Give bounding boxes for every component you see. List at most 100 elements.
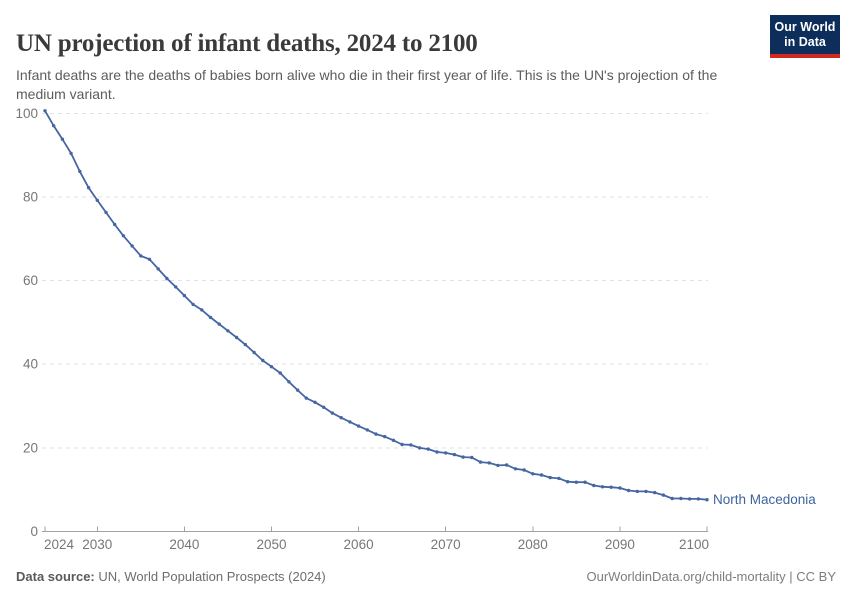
data-point[interactable] <box>487 461 491 465</box>
y-tick-label: 80 <box>23 189 38 204</box>
data-point[interactable] <box>278 371 282 375</box>
data-point[interactable] <box>513 467 518 471</box>
chart-title: UN projection of infant deaths, 2024 to … <box>16 29 478 57</box>
data-point[interactable] <box>435 450 439 454</box>
data-point[interactable] <box>86 186 91 190</box>
data-point[interactable] <box>365 428 369 432</box>
data-point[interactable] <box>191 302 195 307</box>
data-point[interactable] <box>287 380 291 384</box>
data-point[interactable] <box>696 497 700 501</box>
data-point[interactable] <box>330 411 335 415</box>
data-point[interactable] <box>505 463 509 467</box>
data-point[interactable] <box>461 455 465 459</box>
owid-logo[interactable]: Our World in Data <box>770 15 840 58</box>
x-tick-label: 2050 <box>256 537 286 552</box>
trend-line[interactable] <box>44 109 708 501</box>
data-point[interactable] <box>139 254 143 258</box>
data-point[interactable] <box>226 329 230 333</box>
data-point[interactable] <box>269 365 274 369</box>
chart-subtitle: Infant deaths are the deaths of babies b… <box>16 67 718 103</box>
data-point[interactable] <box>687 497 692 501</box>
owid-logo-line1: Our World <box>774 20 836 34</box>
data-point[interactable] <box>43 109 47 113</box>
data-point[interactable] <box>417 446 422 450</box>
data-point[interactable] <box>565 480 570 484</box>
data-point[interactable] <box>557 476 561 481</box>
data-point[interactable] <box>670 496 674 501</box>
data-point[interactable] <box>470 455 474 460</box>
data-source-label: Data source: <box>16 569 95 584</box>
data-point[interactable] <box>348 420 352 424</box>
data-point[interactable] <box>600 485 605 489</box>
data-point[interactable] <box>644 489 648 494</box>
x-tick-label: 2060 <box>344 537 374 552</box>
data-point[interactable] <box>322 405 326 409</box>
data-point[interactable] <box>609 485 613 489</box>
data-point[interactable] <box>95 198 100 202</box>
data-point[interactable] <box>243 342 247 347</box>
data-point[interactable] <box>130 244 134 248</box>
data-point[interactable] <box>478 460 483 464</box>
data-point[interactable] <box>409 443 413 447</box>
data-point[interactable] <box>592 483 596 488</box>
owid-logo-line2: in Data <box>784 35 826 49</box>
data-point[interactable] <box>626 488 631 493</box>
entity-label[interactable]: North Macedonia <box>713 492 816 507</box>
data-point[interactable] <box>295 388 300 392</box>
data-point[interactable] <box>234 335 239 340</box>
y-tick-label: 60 <box>23 273 38 288</box>
y-tick-label: 100 <box>15 106 38 121</box>
data-point[interactable] <box>661 493 666 497</box>
data-point[interactable] <box>548 475 552 480</box>
data-point[interactable] <box>356 424 361 428</box>
data-point[interactable] <box>104 210 108 215</box>
data-point[interactable] <box>400 442 404 447</box>
data-point[interactable] <box>121 234 126 238</box>
data-point[interactable] <box>618 486 622 490</box>
y-tick-label: 0 <box>30 524 38 539</box>
x-tick-label: 2040 <box>169 537 199 552</box>
data-point[interactable] <box>69 151 73 156</box>
data-point[interactable] <box>583 480 587 484</box>
data-point[interactable] <box>261 358 265 363</box>
data-point[interactable] <box>574 480 578 484</box>
x-tick-label: 2100 <box>679 537 709 552</box>
data-point[interactable] <box>496 463 500 468</box>
data-point[interactable] <box>531 472 535 476</box>
data-point[interactable] <box>165 276 169 281</box>
x-tick-label: 2090 <box>605 537 635 552</box>
data-point[interactable] <box>339 416 343 420</box>
data-point[interactable] <box>147 257 152 261</box>
data-point[interactable] <box>539 473 544 477</box>
x-tick-label: 2070 <box>431 537 461 552</box>
data-point[interactable] <box>52 124 56 128</box>
data-point[interactable] <box>217 322 221 326</box>
data-point[interactable] <box>522 468 526 472</box>
data-point[interactable] <box>444 451 448 455</box>
y-tick-label: 20 <box>23 440 38 455</box>
data-point[interactable] <box>391 438 396 442</box>
data-point[interactable] <box>200 308 204 312</box>
data-point[interactable] <box>252 350 256 355</box>
data-point[interactable] <box>313 400 317 404</box>
data-point[interactable] <box>78 169 82 174</box>
data-point[interactable] <box>705 498 709 502</box>
data-point[interactable] <box>374 432 378 436</box>
data-point[interactable] <box>60 137 65 141</box>
data-point[interactable] <box>113 222 117 227</box>
data-point[interactable] <box>635 489 639 494</box>
license-link[interactable]: OurWorldinData.org/child-mortality | CC … <box>586 569 837 584</box>
data-point[interactable] <box>452 452 457 457</box>
data-point[interactable] <box>679 496 683 501</box>
x-tick-label: 2024 <box>44 537 75 552</box>
data-point[interactable] <box>426 447 430 451</box>
data-point[interactable] <box>304 396 308 400</box>
data-point[interactable] <box>156 267 160 271</box>
data-point[interactable] <box>208 315 213 320</box>
data-point[interactable] <box>383 434 387 439</box>
data-point[interactable] <box>653 490 657 495</box>
data-point[interactable] <box>174 285 178 289</box>
data-point[interactable] <box>182 293 187 298</box>
